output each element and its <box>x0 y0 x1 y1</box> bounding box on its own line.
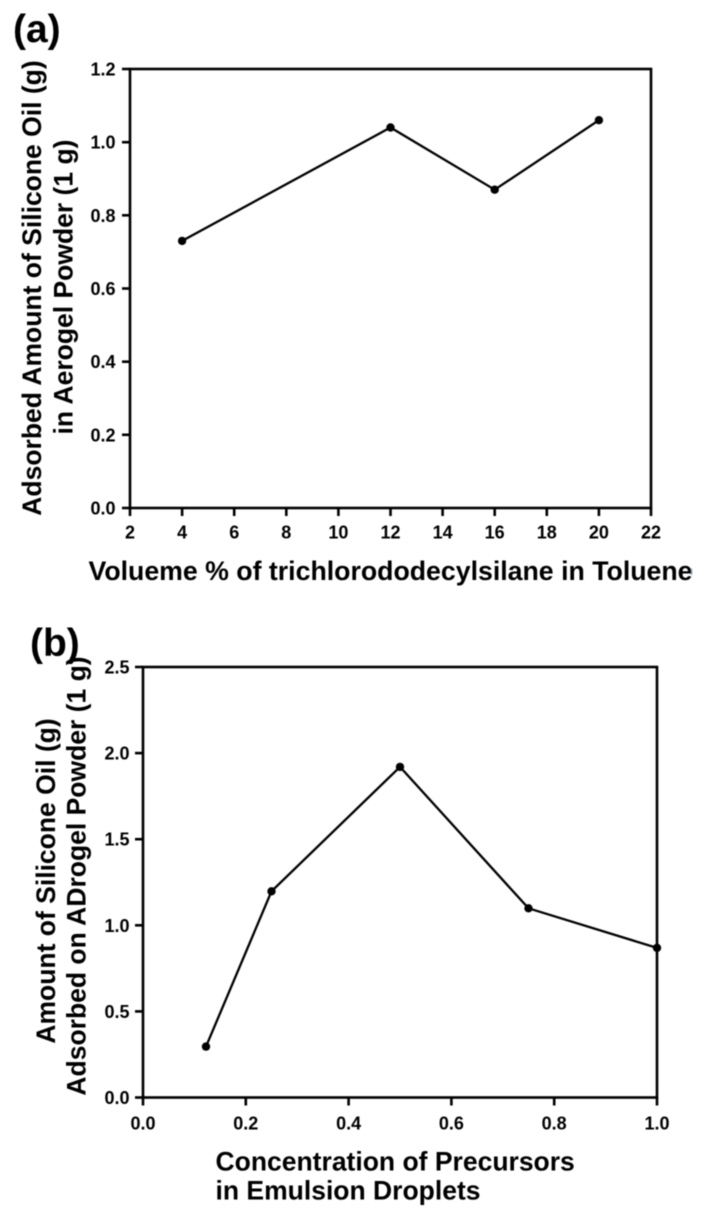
svg-text:in Emulsion Droplets: in Emulsion Droplets <box>216 1176 481 1206</box>
svg-text:8: 8 <box>281 523 291 543</box>
svg-text:Concentration of Precursors: Concentration of Precursors <box>216 1147 575 1177</box>
svg-text:0.6: 0.6 <box>90 279 115 299</box>
svg-text:2.0: 2.0 <box>104 744 129 764</box>
svg-text:Volueme % of trichlorododecyls: Volueme % of trichlorododecylsilane in T… <box>89 556 693 586</box>
svg-text:18: 18 <box>537 523 557 543</box>
svg-text:(b): (b) <box>30 622 80 665</box>
svg-text:0.2: 0.2 <box>90 425 115 445</box>
svg-text:16: 16 <box>485 523 505 543</box>
svg-text:in Aerogel Powder (1 g): in Aerogel Powder (1 g) <box>49 140 79 435</box>
svg-text:Adsorbed on ADrogel Powder (1: Adsorbed on ADrogel Powder (1 g) <box>62 656 92 1095</box>
svg-text:0.8: 0.8 <box>90 206 115 226</box>
svg-text:14: 14 <box>433 523 453 543</box>
svg-text:0.5: 0.5 <box>104 1002 129 1022</box>
svg-text:1.0: 1.0 <box>104 916 129 936</box>
svg-text:(a): (a) <box>13 8 61 51</box>
svg-text:20: 20 <box>589 523 609 543</box>
svg-text:0.4: 0.4 <box>90 352 115 372</box>
svg-text:6: 6 <box>229 523 239 543</box>
svg-text:2.5: 2.5 <box>104 658 129 678</box>
svg-text:10: 10 <box>328 523 348 543</box>
svg-text:0.0: 0.0 <box>90 499 115 519</box>
svg-text:2: 2 <box>125 523 135 543</box>
svg-text:1.0: 1.0 <box>90 133 115 153</box>
svg-text:1.0: 1.0 <box>644 1114 669 1134</box>
svg-text:1.5: 1.5 <box>104 830 129 850</box>
svg-text:0.2: 0.2 <box>233 1114 258 1134</box>
svg-text:22: 22 <box>641 523 661 543</box>
svg-text:0.0: 0.0 <box>130 1114 155 1134</box>
svg-text:0.4: 0.4 <box>336 1114 361 1134</box>
svg-text:1.2: 1.2 <box>90 60 115 80</box>
svg-text:4: 4 <box>177 523 187 543</box>
svg-text:12: 12 <box>380 523 400 543</box>
svg-text:0.0: 0.0 <box>104 1088 129 1108</box>
svg-text:0.8: 0.8 <box>542 1114 567 1134</box>
svg-text:0.6: 0.6 <box>439 1114 464 1134</box>
svg-text:Adsorbed Amount of Silicone Oi: Adsorbed Amount of Silicone Oil (g) <box>17 60 47 515</box>
svg-text:Amount of Silicone Oil (g): Amount of Silicone Oil (g) <box>31 718 61 1043</box>
